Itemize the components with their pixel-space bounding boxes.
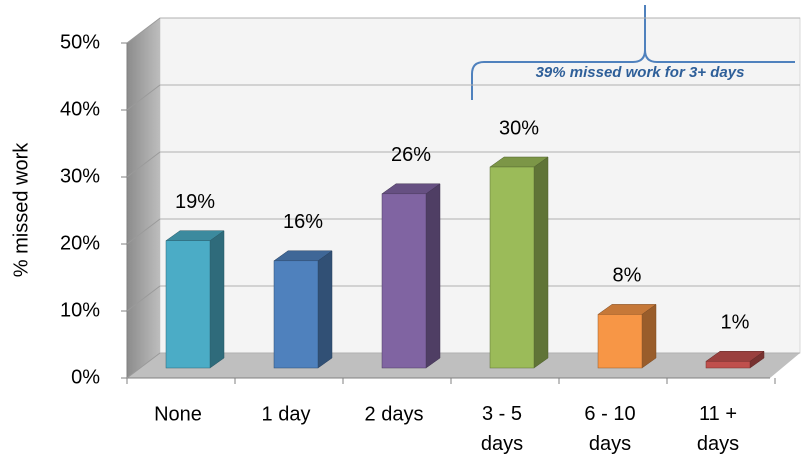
floor: [127, 353, 800, 378]
bar-side: [317, 250, 333, 369]
y-tick-label: 30%: [60, 165, 100, 187]
grid-line-side: [126, 285, 161, 312]
bar: [273, 260, 319, 369]
bar-side: [533, 156, 549, 369]
value-label: 26%: [391, 144, 431, 166]
x-tick-label: 11 + days: [697, 403, 739, 455]
y-tick-label: 10%: [60, 299, 100, 321]
grid-line-side: [126, 151, 161, 178]
y-tick-label: 40%: [60, 98, 100, 120]
y-tick-label: 0%: [71, 366, 100, 388]
side-wall: [127, 18, 160, 378]
bar-side: [425, 183, 441, 369]
value-label: 19%: [175, 191, 215, 213]
bar: [705, 361, 751, 369]
x-tick-label: None: [154, 403, 202, 425]
y-axis-label: % missed work: [10, 142, 32, 277]
value-label: 1%: [721, 312, 750, 334]
value-label: 16%: [283, 211, 323, 233]
bar: [165, 240, 211, 369]
bar-side: [209, 230, 225, 369]
bar: [489, 166, 535, 369]
grid-line-side: [126, 218, 161, 245]
y-tick-label: 20%: [60, 232, 100, 254]
bar-side: [641, 303, 657, 369]
x-tick-label: 2 days: [365, 403, 424, 425]
y-tick-label: 50%: [60, 31, 100, 53]
x-tick-label: 3 - 5 days: [481, 403, 523, 455]
x-tick-label: 1 day: [262, 403, 311, 425]
value-label: 30%: [499, 117, 539, 139]
value-label: 8%: [613, 265, 642, 287]
bar: [597, 314, 643, 369]
grid-line-side: [126, 17, 161, 44]
grid-line-side: [126, 352, 161, 379]
bar: [381, 193, 427, 369]
grid-line-side: [126, 84, 161, 111]
x-tick-label: 6 - 10 days: [584, 403, 635, 455]
annotation: 39% missed work for 3+ days: [536, 64, 745, 81]
bracket: [471, 5, 795, 100]
